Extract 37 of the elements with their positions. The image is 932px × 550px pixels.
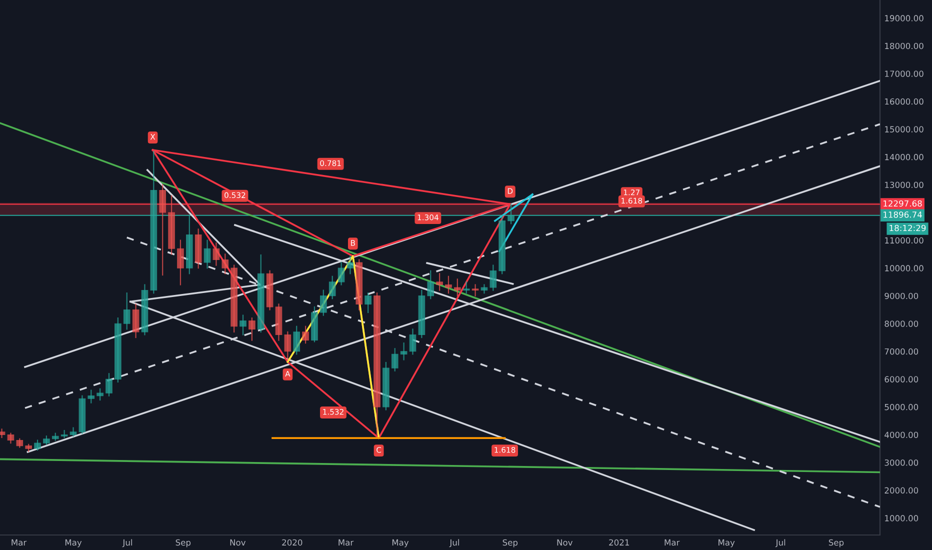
- y-tick-label: 10000.00: [885, 265, 924, 272]
- y-tick-label: 5000.00: [884, 404, 918, 410]
- y-tick-label: 11000.00: [885, 237, 924, 244]
- x-tick-label: Mar: [12, 539, 27, 546]
- x-tick-label: 2021: [609, 539, 629, 546]
- x-tick-label: Nov: [230, 539, 246, 546]
- x-tick-label: Jul: [122, 539, 132, 548]
- ref-line-label: 12297.68: [884, 200, 922, 207]
- x-tick-label: Sep: [176, 539, 191, 548]
- x-tick-label: Jul: [449, 539, 459, 548]
- text: 18:12:29: [890, 224, 926, 232]
- x-tick-label: Nov: [557, 539, 573, 546]
- y-tick-label: 9000.00: [884, 292, 918, 300]
- y-tick-label: 19000.00: [885, 15, 924, 22]
- x-tick-label: Mar: [338, 539, 354, 546]
- y-tick-label: 17000.00: [885, 70, 924, 77]
- x-tick-label: Sep: [502, 539, 518, 548]
- y-tick-label: 15000.00: [885, 126, 924, 132]
- y-tick-label: 18000.00: [885, 42, 924, 50]
- y-tick-label: 1000.00: [885, 515, 918, 522]
- x-tick-label: Mar: [664, 539, 680, 546]
- y-tick-label: 8000.00: [884, 320, 918, 327]
- y-tick-label: 3000.00: [884, 459, 918, 466]
- y-tick-label: 7000.00: [884, 348, 918, 355]
- y-tick-label: 16000.00: [885, 98, 924, 105]
- y-tick-label: 2000.00: [884, 487, 918, 494]
- x-tick-label: May: [718, 539, 735, 548]
- ref-line-label: 11896.74: [884, 211, 922, 218]
- y-tick-label: 13000.00: [885, 182, 924, 188]
- x-tick-label: Sep: [828, 539, 844, 548]
- y-tick-label: 6000.00: [884, 376, 918, 382]
- x-tick-label: May: [392, 539, 409, 548]
- x-tick-label: May: [65, 539, 82, 548]
- x-tick-label: Jul: [775, 539, 786, 548]
- x-tick-label: 2020: [282, 539, 302, 546]
- y-tick-label: 14000.00: [885, 154, 924, 160]
- y-tick-label: 4000.00: [884, 432, 918, 438]
